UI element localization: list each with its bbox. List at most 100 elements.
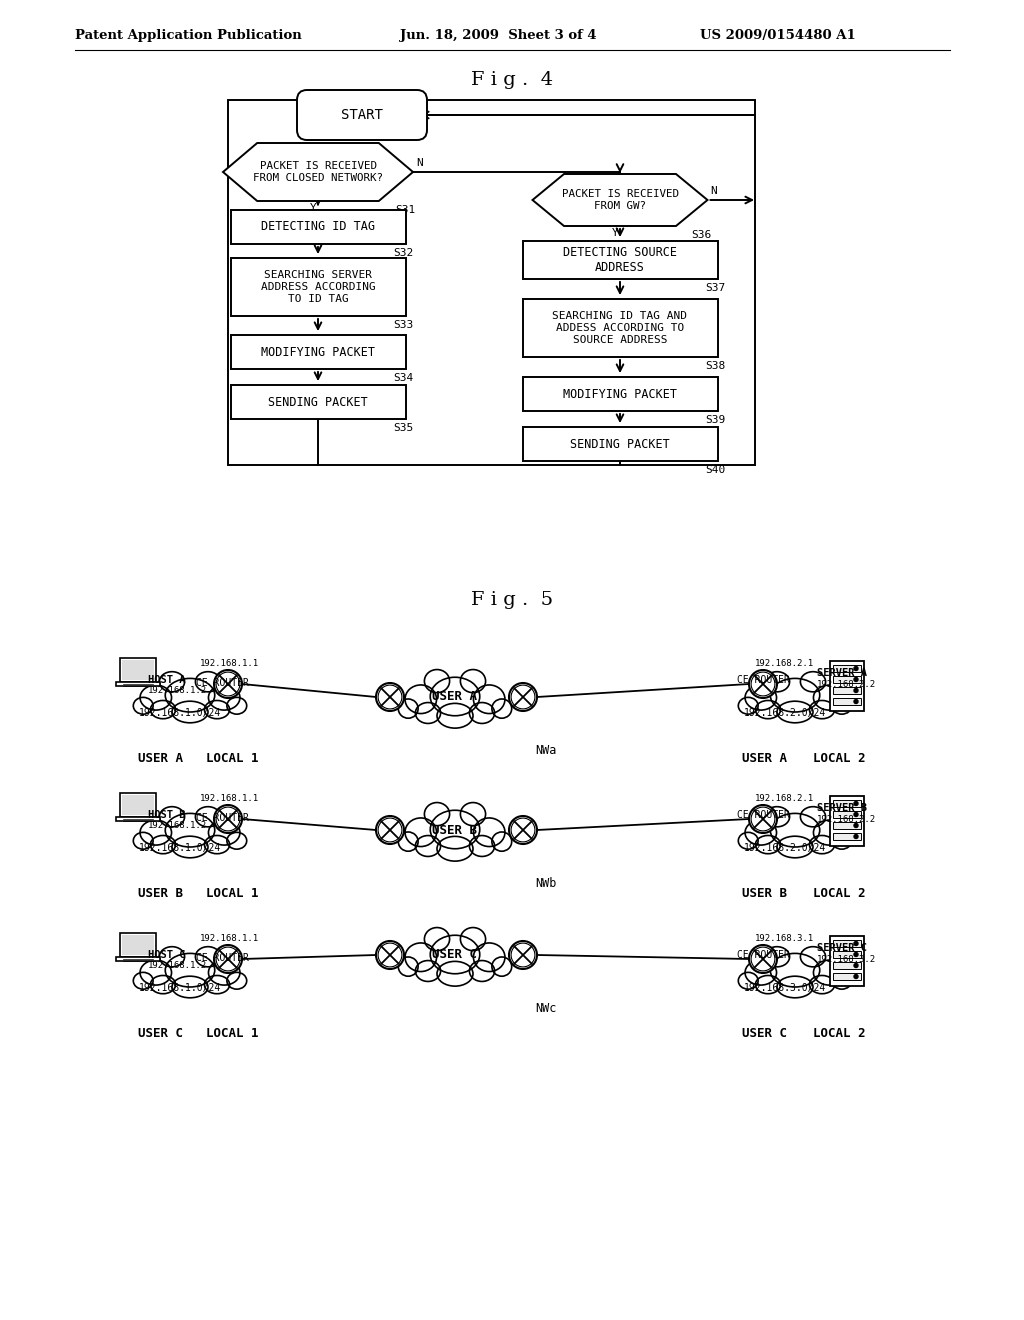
Text: S36: S36: [691, 230, 712, 240]
Ellipse shape: [227, 833, 247, 849]
Text: 192.168.1.0/24: 192.168.1.0/24: [139, 843, 221, 853]
Bar: [833, 810, 861, 818]
Ellipse shape: [801, 807, 825, 826]
Ellipse shape: [764, 946, 790, 966]
Text: SENDING PACKET: SENDING PACKET: [268, 396, 368, 408]
Ellipse shape: [469, 702, 495, 723]
Ellipse shape: [205, 975, 229, 994]
Ellipse shape: [745, 685, 776, 710]
Text: S33: S33: [393, 319, 414, 330]
Ellipse shape: [813, 820, 845, 845]
Bar: [833, 676, 861, 682]
Ellipse shape: [801, 672, 825, 692]
Ellipse shape: [764, 672, 790, 692]
Ellipse shape: [398, 832, 418, 851]
Ellipse shape: [831, 973, 852, 989]
Ellipse shape: [430, 936, 480, 974]
Text: USER A: USER A: [137, 752, 182, 766]
Ellipse shape: [770, 953, 820, 987]
Ellipse shape: [140, 820, 172, 845]
Text: S31: S31: [395, 205, 416, 215]
Ellipse shape: [469, 961, 495, 982]
Bar: [522, 300, 718, 356]
Ellipse shape: [227, 973, 247, 989]
Ellipse shape: [406, 818, 436, 846]
Ellipse shape: [196, 807, 220, 826]
Circle shape: [854, 834, 858, 838]
Circle shape: [854, 667, 858, 671]
Ellipse shape: [461, 669, 485, 693]
Text: START: START: [341, 108, 383, 121]
Text: 192.168.2.1: 192.168.2.1: [755, 795, 814, 803]
Text: USER B: USER B: [742, 887, 787, 900]
Text: S37: S37: [706, 282, 726, 293]
Circle shape: [854, 974, 858, 978]
Circle shape: [749, 945, 777, 973]
Circle shape: [854, 964, 858, 968]
Ellipse shape: [831, 697, 852, 714]
Text: PACKET IS RECEIVED
FROM GW?: PACKET IS RECEIVED FROM GW?: [561, 189, 679, 211]
Bar: [230, 257, 406, 315]
Text: USER C: USER C: [432, 949, 477, 961]
Ellipse shape: [777, 977, 813, 998]
Text: Y: Y: [309, 203, 316, 213]
Ellipse shape: [209, 820, 240, 845]
Circle shape: [749, 671, 777, 698]
Text: 192.168.1.2: 192.168.1.2: [148, 686, 207, 696]
Text: 192.168.2.0/24: 192.168.2.0/24: [743, 708, 826, 718]
Bar: [830, 661, 864, 711]
Text: Patent Application Publication: Patent Application Publication: [75, 29, 302, 41]
Bar: [830, 936, 864, 986]
Text: NWb: NWb: [535, 876, 556, 890]
Text: SERVER A: SERVER A: [817, 668, 867, 678]
Ellipse shape: [133, 697, 154, 714]
Ellipse shape: [770, 678, 820, 711]
Ellipse shape: [416, 961, 440, 982]
Ellipse shape: [151, 701, 175, 718]
Ellipse shape: [777, 836, 813, 858]
Ellipse shape: [165, 678, 215, 711]
Ellipse shape: [809, 975, 835, 994]
FancyBboxPatch shape: [297, 90, 427, 140]
Ellipse shape: [205, 836, 229, 854]
Ellipse shape: [745, 820, 776, 845]
Ellipse shape: [461, 928, 485, 950]
Text: US 2009/0154480 A1: US 2009/0154480 A1: [700, 29, 856, 41]
Bar: [120, 933, 156, 957]
Text: LOCAL 2: LOCAL 2: [813, 1027, 865, 1040]
Ellipse shape: [160, 946, 184, 966]
Text: 192.168.1.1: 192.168.1.1: [200, 935, 259, 942]
Ellipse shape: [406, 942, 436, 972]
Ellipse shape: [133, 833, 154, 849]
Bar: [122, 935, 154, 954]
Ellipse shape: [172, 836, 208, 858]
Text: USER C: USER C: [742, 1027, 787, 1040]
Ellipse shape: [398, 957, 418, 977]
Bar: [122, 795, 154, 814]
Ellipse shape: [227, 697, 247, 714]
Text: 192.168.1.0/24: 192.168.1.0/24: [139, 708, 221, 718]
Bar: [833, 800, 861, 807]
Text: CE ROUTER: CE ROUTER: [737, 810, 790, 820]
Text: N: N: [416, 158, 423, 168]
Circle shape: [854, 677, 858, 681]
Text: 192.168.2.2: 192.168.2.2: [817, 814, 877, 824]
Circle shape: [376, 941, 404, 969]
Bar: [120, 793, 156, 817]
Text: SERVER B: SERVER B: [817, 803, 867, 813]
Ellipse shape: [777, 701, 813, 723]
Text: HOST C: HOST C: [148, 950, 185, 960]
Bar: [833, 940, 861, 946]
Ellipse shape: [756, 975, 780, 994]
Text: LOCAL 1: LOCAL 1: [206, 887, 258, 900]
Ellipse shape: [172, 701, 208, 723]
Bar: [833, 973, 861, 979]
Text: 192.168.2.1: 192.168.2.1: [755, 659, 814, 668]
Circle shape: [509, 682, 537, 711]
Circle shape: [214, 671, 242, 698]
Bar: [230, 210, 406, 244]
Text: LOCAL 1: LOCAL 1: [206, 752, 258, 766]
Ellipse shape: [205, 701, 229, 718]
Text: 192.168.1.1: 192.168.1.1: [200, 795, 259, 803]
Bar: [230, 385, 406, 418]
